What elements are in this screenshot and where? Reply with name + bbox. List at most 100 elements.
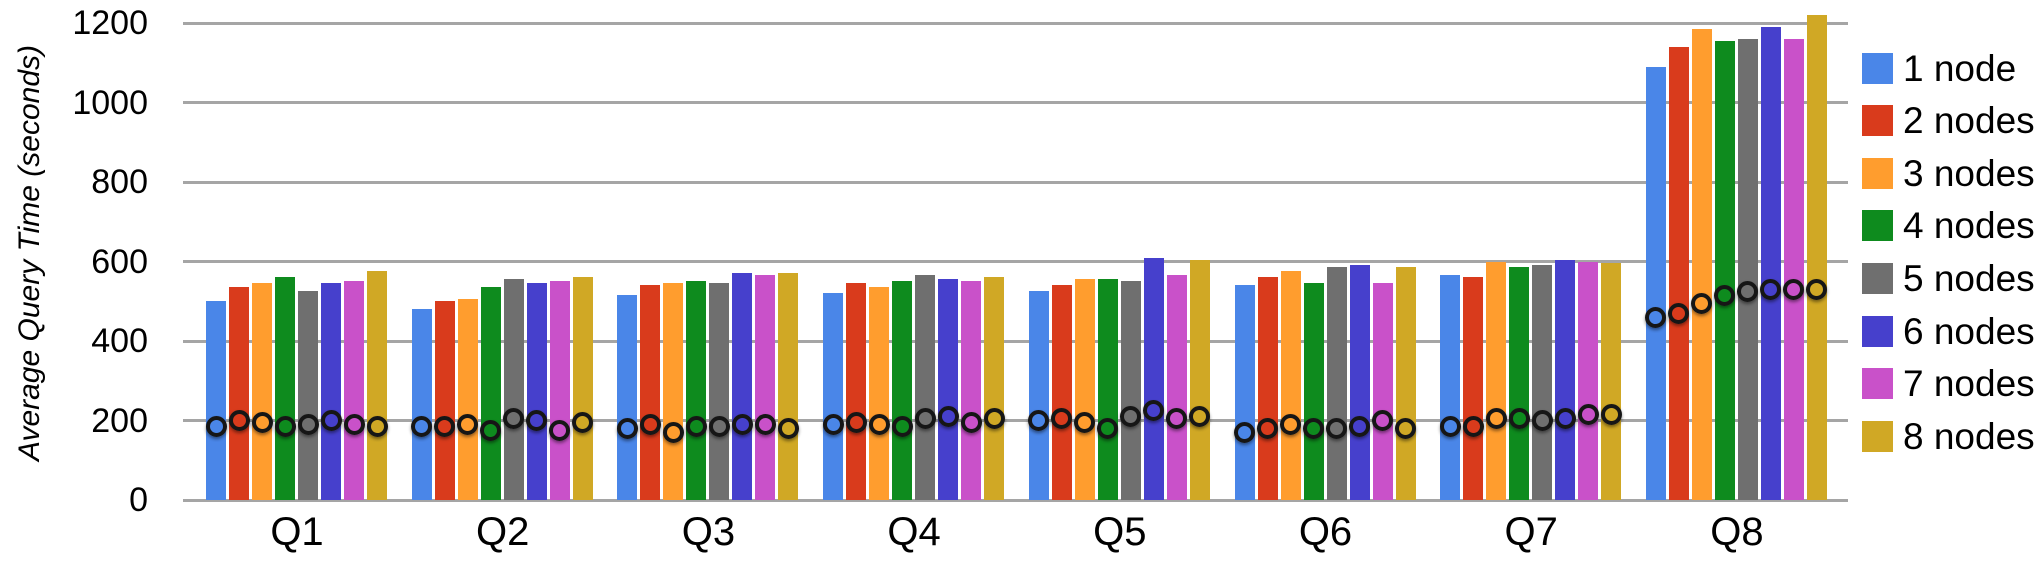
marker-circle [914,408,936,429]
marker-circle [205,415,227,437]
bar [1143,257,1164,500]
legend-item: 3 nodes [1862,153,2035,193]
x-category-label: Q3 [681,510,736,554]
marker-circle [1120,406,1142,428]
marker-circle [1143,400,1165,422]
marker-circle [480,419,502,441]
legend-label: 8 nodes [1903,415,2035,457]
bar [1349,265,1370,500]
gridline [183,419,1848,422]
bar [526,283,547,500]
marker-circle [1691,292,1713,314]
marker-circle [960,411,982,433]
legend-swatch [1862,315,1893,347]
marker-circle [549,419,571,441]
legend-swatch [1862,420,1893,452]
marker-circle [1806,278,1828,300]
marker-circle [1372,410,1393,431]
marker-circle [1462,415,1484,437]
bar [1234,285,1255,500]
marker-circle [228,410,250,431]
bar [1463,277,1484,500]
bar [1074,279,1095,500]
bar [1578,261,1599,500]
legend-item: 5 nodes [1862,258,2035,298]
marker-circle [868,413,890,435]
marker-circle [1028,410,1050,431]
x-category-label: Q2 [476,510,530,554]
x-category-label: Q6 [1298,510,1353,554]
legend-item: 2 nodes [1862,101,2035,141]
bar [732,273,753,500]
bar [869,287,890,500]
marker-circle [434,415,456,437]
bar [846,283,867,500]
bar [480,287,501,500]
marker-circle [891,415,913,437]
legend-label: 7 nodes [1903,363,2035,405]
legend-label: 1 node [1903,47,2017,89]
bar [617,295,638,500]
legend-label: 5 nodes [1903,257,2035,299]
bar [915,275,936,500]
y-tick-label: 400 [91,322,148,360]
bar [823,293,844,500]
marker-circle [1257,417,1278,439]
bar [572,277,593,500]
bar [1051,285,1072,500]
bar [1691,28,1712,500]
legend-item: 4 nodes [1862,206,2035,246]
bar [1395,267,1416,500]
marker-circle [845,411,867,433]
marker-circle [662,421,684,443]
marker-circle [1577,404,1599,426]
legend-label: 2 nodes [1903,100,2035,142]
bar [984,277,1005,500]
bar [1257,277,1278,500]
marker-circle [685,415,707,437]
bar [1645,66,1666,500]
bar [1440,275,1461,500]
bar [1486,261,1507,500]
marker-circle [616,417,638,439]
bar [709,283,730,500]
bar [503,279,524,500]
bar [1601,263,1622,500]
gridline [183,498,1848,502]
marker-circle [822,413,844,435]
bar [1668,46,1689,500]
marker-circle [1668,302,1690,324]
marker-circle [708,415,730,437]
legend-item: 6 nodes [1862,311,2035,351]
gridline [183,101,1848,104]
x-category-label: Q8 [1710,510,1764,554]
marker-circle [1645,306,1667,328]
y-tick-label: 1200 [72,4,148,42]
legend-swatch [1862,368,1893,400]
bar [1714,40,1735,500]
x-category-label: Q1 [270,510,324,554]
bar [1028,291,1049,500]
legend-label: 6 nodes [1903,310,2035,352]
y-tick-label: 1000 [72,83,148,122]
bar [411,309,432,500]
bar [434,301,455,500]
bar [961,281,982,500]
marker-circle [1714,284,1736,306]
marker-circle [274,415,296,437]
marker-circle [1783,278,1805,300]
marker-circle [1600,404,1622,426]
marker-circle [526,410,548,431]
bar [755,275,776,500]
marker-circle [297,413,319,435]
legend-swatch [1862,157,1893,189]
bar [1806,15,1827,500]
marker-circle [366,415,388,437]
bar [1372,283,1393,500]
marker-circle [1349,415,1370,437]
bar [1280,271,1301,500]
marker-circle [1737,280,1759,302]
marker-circle [1074,411,1096,433]
bar [1120,281,1141,500]
gridline [183,339,1848,343]
